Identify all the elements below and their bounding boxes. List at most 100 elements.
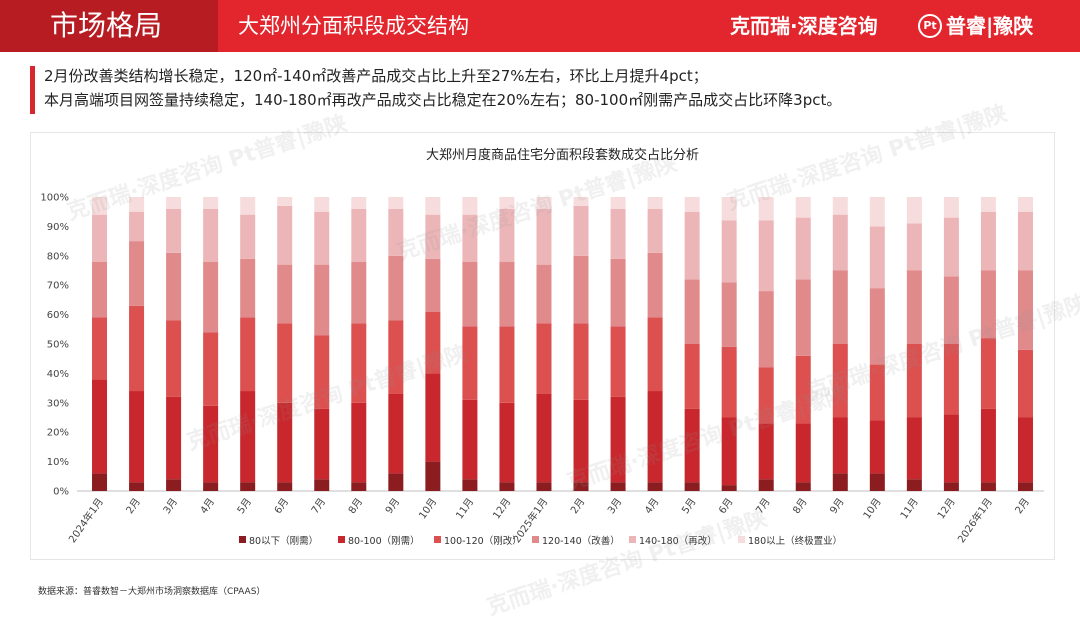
bar-segment: [943, 197, 959, 218]
y-tick-label: 90%: [47, 222, 69, 233]
bar-segment: [203, 405, 219, 483]
bar-segment: [980, 338, 996, 409]
bar-segment: [166, 396, 182, 480]
x-tick-label: 8月: [346, 496, 365, 516]
bar-segment: [647, 252, 663, 318]
x-tick-label: 6月: [272, 496, 291, 516]
legend-swatch: [239, 536, 246, 543]
bar-segment: [536, 264, 552, 324]
bar-segment: [462, 261, 478, 327]
x-tick-label: 5月: [679, 496, 698, 516]
bar-segment: [499, 261, 515, 327]
bar-segment: [203, 261, 219, 333]
legend-swatch: [629, 536, 636, 543]
bar-segment: [684, 279, 700, 344]
bar-segment: [351, 197, 367, 209]
bar-segment: [277, 482, 293, 491]
bar-segment: [684, 211, 700, 280]
bar-segment: [388, 208, 404, 256]
bar-segment: [314, 197, 330, 212]
bar-segment: [388, 320, 404, 394]
bar-segment: [462, 479, 478, 491]
bar-segment: [1017, 270, 1033, 350]
bar-segment: [906, 223, 922, 271]
legend-label: 100-120（刚改）: [444, 535, 522, 547]
header-bar: 市场格局 大郑州分面积段成交结构 克而瑞·深度咨询 Pt 普睿|豫陕: [0, 0, 1080, 52]
bar-segment: [869, 473, 885, 491]
y-tick-label: 80%: [47, 251, 69, 262]
bar-segment: [351, 402, 367, 483]
bar-segment: [832, 214, 848, 271]
bar-segment: [906, 417, 922, 480]
bar-segment: [832, 270, 848, 344]
brand-purui-logo: 普睿|豫陕: [946, 14, 1034, 38]
bar-segment: [536, 482, 552, 491]
bar-segment: [684, 408, 700, 483]
bar-segment: [610, 258, 626, 327]
bar-segment: [832, 417, 848, 474]
summary-line-2: 本月高端项目网签量持续稳定，140-180㎡再改产品成交占比稳定在20%左右；8…: [44, 91, 842, 109]
summary-line-1: 2月份改善类结构增长稳定，120㎡-140㎡改善产品成交占比上升至27%左右，环…: [44, 67, 708, 85]
brand-cric-logo: 克而瑞·深度咨询: [730, 14, 878, 38]
bar-segment: [980, 197, 996, 212]
bar-segment: [869, 288, 885, 365]
x-tick-label: 11月: [898, 496, 921, 522]
y-tick-label: 0%: [53, 487, 69, 498]
bar-segment: [610, 197, 626, 209]
bar-segment: [314, 408, 330, 480]
bar-segment: [129, 391, 145, 483]
legend-swatch: [434, 536, 441, 543]
bar-segment: [499, 197, 515, 209]
bar-segment: [795, 279, 811, 356]
bar-segment: [980, 270, 996, 339]
bar-segment: [758, 479, 774, 491]
bar-segment: [351, 208, 367, 262]
y-tick-label: 40%: [47, 369, 69, 380]
bar-segment: [795, 197, 811, 218]
bar-segment: [166, 252, 182, 321]
y-tick-label: 20%: [47, 428, 69, 439]
bar-segment: [499, 482, 515, 491]
section-tab: 市场格局: [0, 0, 218, 52]
bar-segment: [980, 408, 996, 483]
bar-segment: [277, 205, 293, 265]
bar-segment: [1017, 197, 1033, 212]
x-tick-label: 4月: [198, 496, 217, 516]
bar-segment: [1017, 482, 1033, 491]
bar-segment: [647, 197, 663, 209]
x-tick-label: 8月: [790, 496, 809, 516]
bar-segment: [980, 482, 996, 491]
bar-segment: [684, 344, 700, 409]
bar-segment: [943, 217, 959, 277]
bar-segment: [314, 264, 330, 336]
bar-segment: [92, 473, 108, 491]
bar-segment: [610, 396, 626, 483]
bar-segment: [92, 317, 108, 380]
bar-segment: [906, 479, 922, 491]
bar-segment: [758, 423, 774, 480]
bar-segment: [795, 355, 811, 424]
bar-segment: [721, 220, 737, 283]
x-tick-label: 10月: [861, 496, 884, 522]
bar-segment: [240, 197, 256, 215]
bar-segment: [240, 258, 256, 318]
bar-segment: [536, 393, 552, 483]
bar-segment: [943, 276, 959, 344]
bar-segment: [388, 473, 404, 491]
bar-segment: [721, 197, 737, 221]
bar-segment: [610, 482, 626, 491]
bar-segment: [129, 197, 145, 212]
bar-segment: [499, 326, 515, 403]
stacked-bar-chart: 大郑州月度商品住宅分面积段套数成交占比分析 0% 10% 20% 30% 40% 50% 60…: [40, 147, 1044, 547]
x-tick-label: 2024年1月: [66, 495, 106, 545]
chart-container: 大郑州月度商品住宅分面积段套数成交占比分析 0% 10% 20% 30% 40% 50% 60…: [30, 132, 1055, 560]
bar-segment: [166, 320, 182, 397]
bar-segment: [203, 208, 219, 262]
summary-accent-bar: [30, 66, 35, 114]
bar-segment: [277, 197, 293, 206]
bar-segment: [1017, 349, 1033, 418]
bar-segment: [351, 323, 367, 403]
bar-segment: [425, 258, 441, 312]
bar-segment: [832, 197, 848, 215]
bar-segment: [203, 482, 219, 491]
